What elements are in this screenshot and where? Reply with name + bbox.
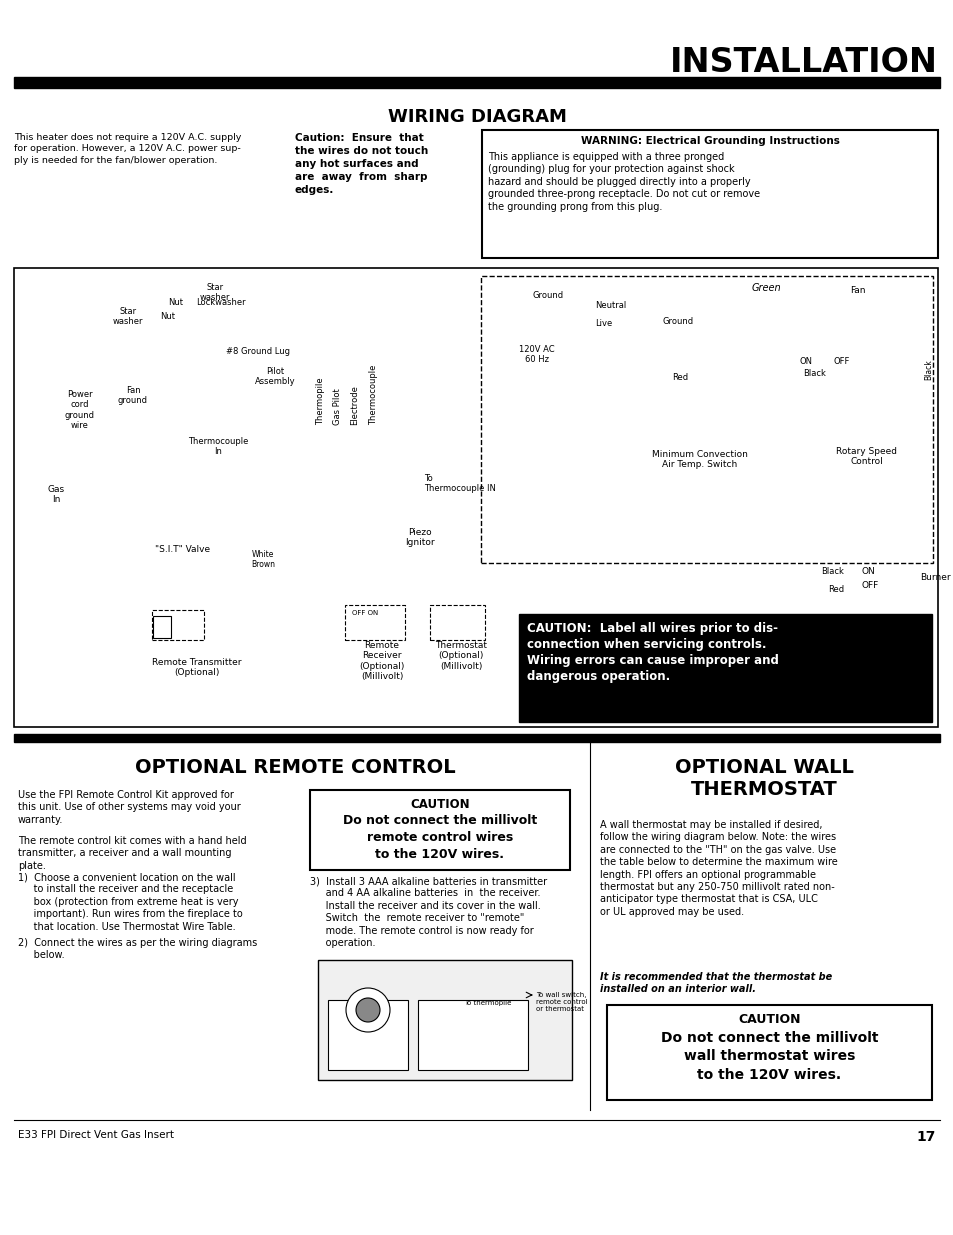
Text: Red: Red <box>671 373 687 383</box>
Text: This heater does not require a 120V A.C. supply
for operation. However, a 120V A: This heater does not require a 120V A.C.… <box>14 133 241 165</box>
Text: Remote
Receiver
(Optional)
(Millivolt): Remote Receiver (Optional) (Millivolt) <box>359 641 404 682</box>
Text: OFF: OFF <box>862 582 879 590</box>
Text: Thermocouple
In: Thermocouple In <box>188 437 248 457</box>
Text: Do not connect the millivolt
wall thermostat wires
to the 120V wires.: Do not connect the millivolt wall thermo… <box>660 1031 878 1082</box>
Bar <box>480 275 932 563</box>
Text: Black: Black <box>821 568 843 577</box>
Text: "S.I.T" Valve: "S.I.T" Valve <box>155 545 211 555</box>
Bar <box>14 77 939 88</box>
Text: 1)  Choose a convenient location on the wall
     to install the receiver and th: 1) Choose a convenient location on the w… <box>18 872 242 931</box>
Text: WIRING DIAGRAM: WIRING DIAGRAM <box>387 107 566 126</box>
Text: Do not connect the millivolt
remote control wires
to the 120V wires.: Do not connect the millivolt remote cont… <box>342 814 537 861</box>
Text: Black: Black <box>923 359 933 380</box>
Circle shape <box>355 998 379 1023</box>
Bar <box>317 960 572 1079</box>
Text: edges.: edges. <box>294 185 334 195</box>
Bar <box>518 614 931 722</box>
Bar <box>417 1000 527 1070</box>
Text: are  away  from  sharp: are away from sharp <box>294 172 427 182</box>
Text: White
Brown: White Brown <box>251 550 274 569</box>
Text: CAUTION: CAUTION <box>410 798 469 811</box>
Text: Gas
In: Gas In <box>48 485 65 504</box>
Text: #8 Ground Lug: #8 Ground Lug <box>226 347 290 356</box>
Text: Power
cord
ground
wire: Power cord ground wire <box>65 390 95 430</box>
Bar <box>152 616 171 638</box>
Text: Red: Red <box>827 585 843 594</box>
Text: Pilot
Assembly: Pilot Assembly <box>254 367 295 387</box>
Text: ON: ON <box>862 567 875 576</box>
Circle shape <box>346 988 390 1032</box>
Bar <box>328 1000 408 1070</box>
Bar <box>152 610 204 640</box>
Text: 17: 17 <box>916 1130 935 1144</box>
Text: Live: Live <box>595 319 612 327</box>
Text: To
Thermocouple IN: To Thermocouple IN <box>423 474 496 494</box>
Text: Lockwasher: Lockwasher <box>195 298 245 308</box>
Text: OPTIONAL REMOTE CONTROL: OPTIONAL REMOTE CONTROL <box>134 758 455 777</box>
Bar <box>310 790 569 869</box>
Text: Rotary Speed
Control: Rotary Speed Control <box>836 447 897 467</box>
Bar <box>606 1005 931 1100</box>
Bar <box>14 734 939 742</box>
Text: The remote control kit comes with a hand held
transmitter, a receiver and a wall: The remote control kit comes with a hand… <box>18 836 247 871</box>
Text: To thermopile: To thermopile <box>464 1000 511 1007</box>
Text: Fan: Fan <box>849 287 864 295</box>
Text: It is recommended that the thermostat be
installed on an interior wall.: It is recommended that the thermostat be… <box>599 972 831 994</box>
Text: Ground: Ground <box>662 317 694 326</box>
Bar <box>481 130 937 258</box>
Text: 3)  Install 3 AAA alkaline batteries in transmitter
     and 4 AA alkaline batte: 3) Install 3 AAA alkaline batteries in t… <box>310 876 547 948</box>
Text: This appliance is equipped with a three pronged
(grounding) plug for your protec: This appliance is equipped with a three … <box>488 152 760 211</box>
Text: Fan
ground: Fan ground <box>118 387 148 405</box>
Text: Nut: Nut <box>160 312 174 321</box>
Bar <box>430 605 484 640</box>
Text: Thermostat
(Optional)
(Millivolt): Thermostat (Optional) (Millivolt) <box>435 641 486 671</box>
Text: 2)  Connect the wires as per the wiring diagrams
     below.: 2) Connect the wires as per the wiring d… <box>18 939 257 961</box>
Text: To wall switch,
remote control
or thermostat: To wall switch, remote control or thermo… <box>536 992 587 1011</box>
Text: CAUTION:  Label all wires prior to dis-
connection when servicing controls.
Wiri: CAUTION: Label all wires prior to dis- c… <box>526 622 778 683</box>
Text: Nut: Nut <box>168 298 183 308</box>
Bar <box>14 268 937 727</box>
Text: OPTIONAL WALL
THERMOSTAT: OPTIONAL WALL THERMOSTAT <box>674 758 853 799</box>
Text: Star
washer: Star washer <box>112 308 143 326</box>
Bar <box>345 605 405 640</box>
Text: Star
washer: Star washer <box>199 283 230 303</box>
Text: Thermopile: Thermopile <box>316 378 325 425</box>
Text: Thermocouple: Thermocouple <box>369 364 378 425</box>
Text: INSTALLATION: INSTALLATION <box>669 46 937 79</box>
Text: Ground: Ground <box>532 291 563 300</box>
Text: Burner: Burner <box>919 573 949 583</box>
Text: Minimum Convection
Air Temp. Switch: Minimum Convection Air Temp. Switch <box>652 450 747 469</box>
Text: Neutral: Neutral <box>595 300 625 310</box>
Text: Black: Black <box>802 369 825 378</box>
Text: Piezo
Ignitor: Piezo Ignitor <box>405 529 435 547</box>
Text: Use the FPI Remote Control Kit approved for
this unit. Use of other systems may : Use the FPI Remote Control Kit approved … <box>18 790 240 825</box>
Text: 120V AC
60 Hz: 120V AC 60 Hz <box>518 345 555 364</box>
Text: OFF ON: OFF ON <box>352 610 377 616</box>
Text: Caution:  Ensure  that: Caution: Ensure that <box>294 133 423 143</box>
Text: Gas Pilot: Gas Pilot <box>334 388 342 425</box>
Text: OFF: OFF <box>833 357 849 366</box>
Text: any hot surfaces and: any hot surfaces and <box>294 159 418 169</box>
Text: E33 FPI Direct Vent Gas Insert: E33 FPI Direct Vent Gas Insert <box>18 1130 173 1140</box>
Text: Green: Green <box>750 283 780 293</box>
Text: Remote Transmitter
(Optional): Remote Transmitter (Optional) <box>152 658 241 678</box>
Text: CAUTION: CAUTION <box>738 1013 800 1026</box>
Text: A wall thermostat may be installed if desired,
follow the wiring diagram below. : A wall thermostat may be installed if de… <box>599 820 837 916</box>
Text: Electrode: Electrode <box>350 385 359 425</box>
Text: WARNING: Electrical Grounding Instructions: WARNING: Electrical Grounding Instructio… <box>580 136 839 146</box>
Text: ON: ON <box>800 357 812 366</box>
Text: the wires do not touch: the wires do not touch <box>294 146 428 156</box>
